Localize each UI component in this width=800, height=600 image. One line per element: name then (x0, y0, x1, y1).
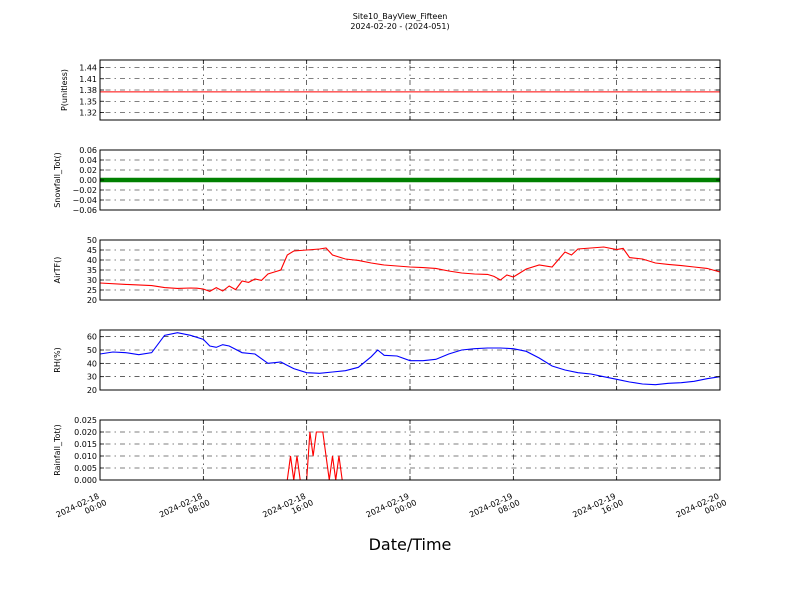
y-tick-label: 20 (87, 386, 97, 395)
x-tick-label: 2024-02-1908:00 (468, 490, 521, 528)
y-tick-label: 20 (87, 296, 97, 305)
y-tick-label: −0.02 (72, 186, 97, 195)
series-line (99, 246, 721, 293)
y-tick-label: 30 (87, 276, 97, 285)
x-axis-label: Date/Time (369, 535, 452, 554)
y-tick-label: 35 (87, 266, 97, 275)
x-tick-label: 2024-02-1816:00 (261, 490, 314, 528)
y-axis-label: RH(%) (53, 347, 62, 372)
y-tick-label: 0.00 (79, 176, 97, 185)
x-axis-ticks: 2024-02-1800:00 2024-02-1808:00 2024-02-18… (55, 490, 728, 528)
y-tick-label: 0.005 (74, 464, 97, 473)
y-tick-label: 40 (87, 256, 97, 265)
panel-4: 20 30 40 50 60 RH(%) (53, 329, 721, 395)
y-tick-label: −0.04 (72, 196, 97, 205)
x-tick-label: 2024-02-1800:00 (55, 490, 108, 528)
series-line (99, 332, 721, 386)
y-tick-label: 0.06 (79, 146, 97, 155)
chart-title: Site10_BayView_Fifteen (353, 12, 448, 21)
panel-5: 0.000 0.005 0.010 0.015 0.020 0.025 Rainfall_T… (53, 416, 721, 485)
y-tick-label: 1.35 (79, 97, 97, 106)
y-tick-label: 0.015 (74, 440, 97, 449)
y-tick-label: 50 (87, 346, 97, 355)
chart-subtitle: 2024-02-20 - (2024-051) (350, 22, 449, 31)
y-tick-label: 0.02 (79, 166, 97, 175)
y-tick-label: 0.000 (74, 476, 97, 485)
x-tick-label: 2024-02-1900:00 (365, 490, 418, 528)
y-tick-label: 1.38 (79, 86, 97, 95)
y-tick-label: 1.44 (79, 64, 97, 73)
y-axis-label: Snowfall_Tot() (53, 152, 62, 208)
y-tick-label: −0.06 (72, 206, 97, 215)
series-line (100, 431, 720, 481)
y-axis-label: AirTF() (53, 257, 62, 284)
y-tick-label: 40 (87, 359, 97, 368)
y-tick-label: 0.04 (79, 156, 97, 165)
y-tick-label: 50 (87, 236, 97, 245)
y-axis-label: Rainfall_Tot() (53, 424, 62, 476)
y-tick-label: 1.41 (79, 75, 97, 84)
panel-1: 1.32 1.35 1.38 1.41 1.44 P(unitless) (60, 59, 721, 121)
y-tick-label: 0.025 (74, 416, 97, 425)
y-tick-label: 45 (87, 246, 97, 255)
y-tick-label: 25 (87, 286, 97, 295)
x-tick-label: 2024-02-1808:00 (158, 490, 211, 528)
x-tick-label: 2024-02-2000:00 (675, 490, 728, 528)
panel-2: −0.06−0.04−0.020.000.020.040.06 Snowfall_… (53, 146, 721, 215)
y-axis-label: P(unitless) (60, 69, 69, 111)
x-tick-label: 2024-02-1916:00 (571, 490, 624, 528)
y-tick-label: 0.010 (74, 452, 97, 461)
y-tick-label: 60 (87, 333, 97, 342)
y-tick-label: 30 (87, 373, 97, 382)
y-tick-label: 1.32 (79, 109, 97, 118)
panels: 1.321.351.381.411.44P(unitless)−0.06−0.0… (53, 59, 721, 485)
y-tick-label: 0.020 (74, 428, 97, 437)
